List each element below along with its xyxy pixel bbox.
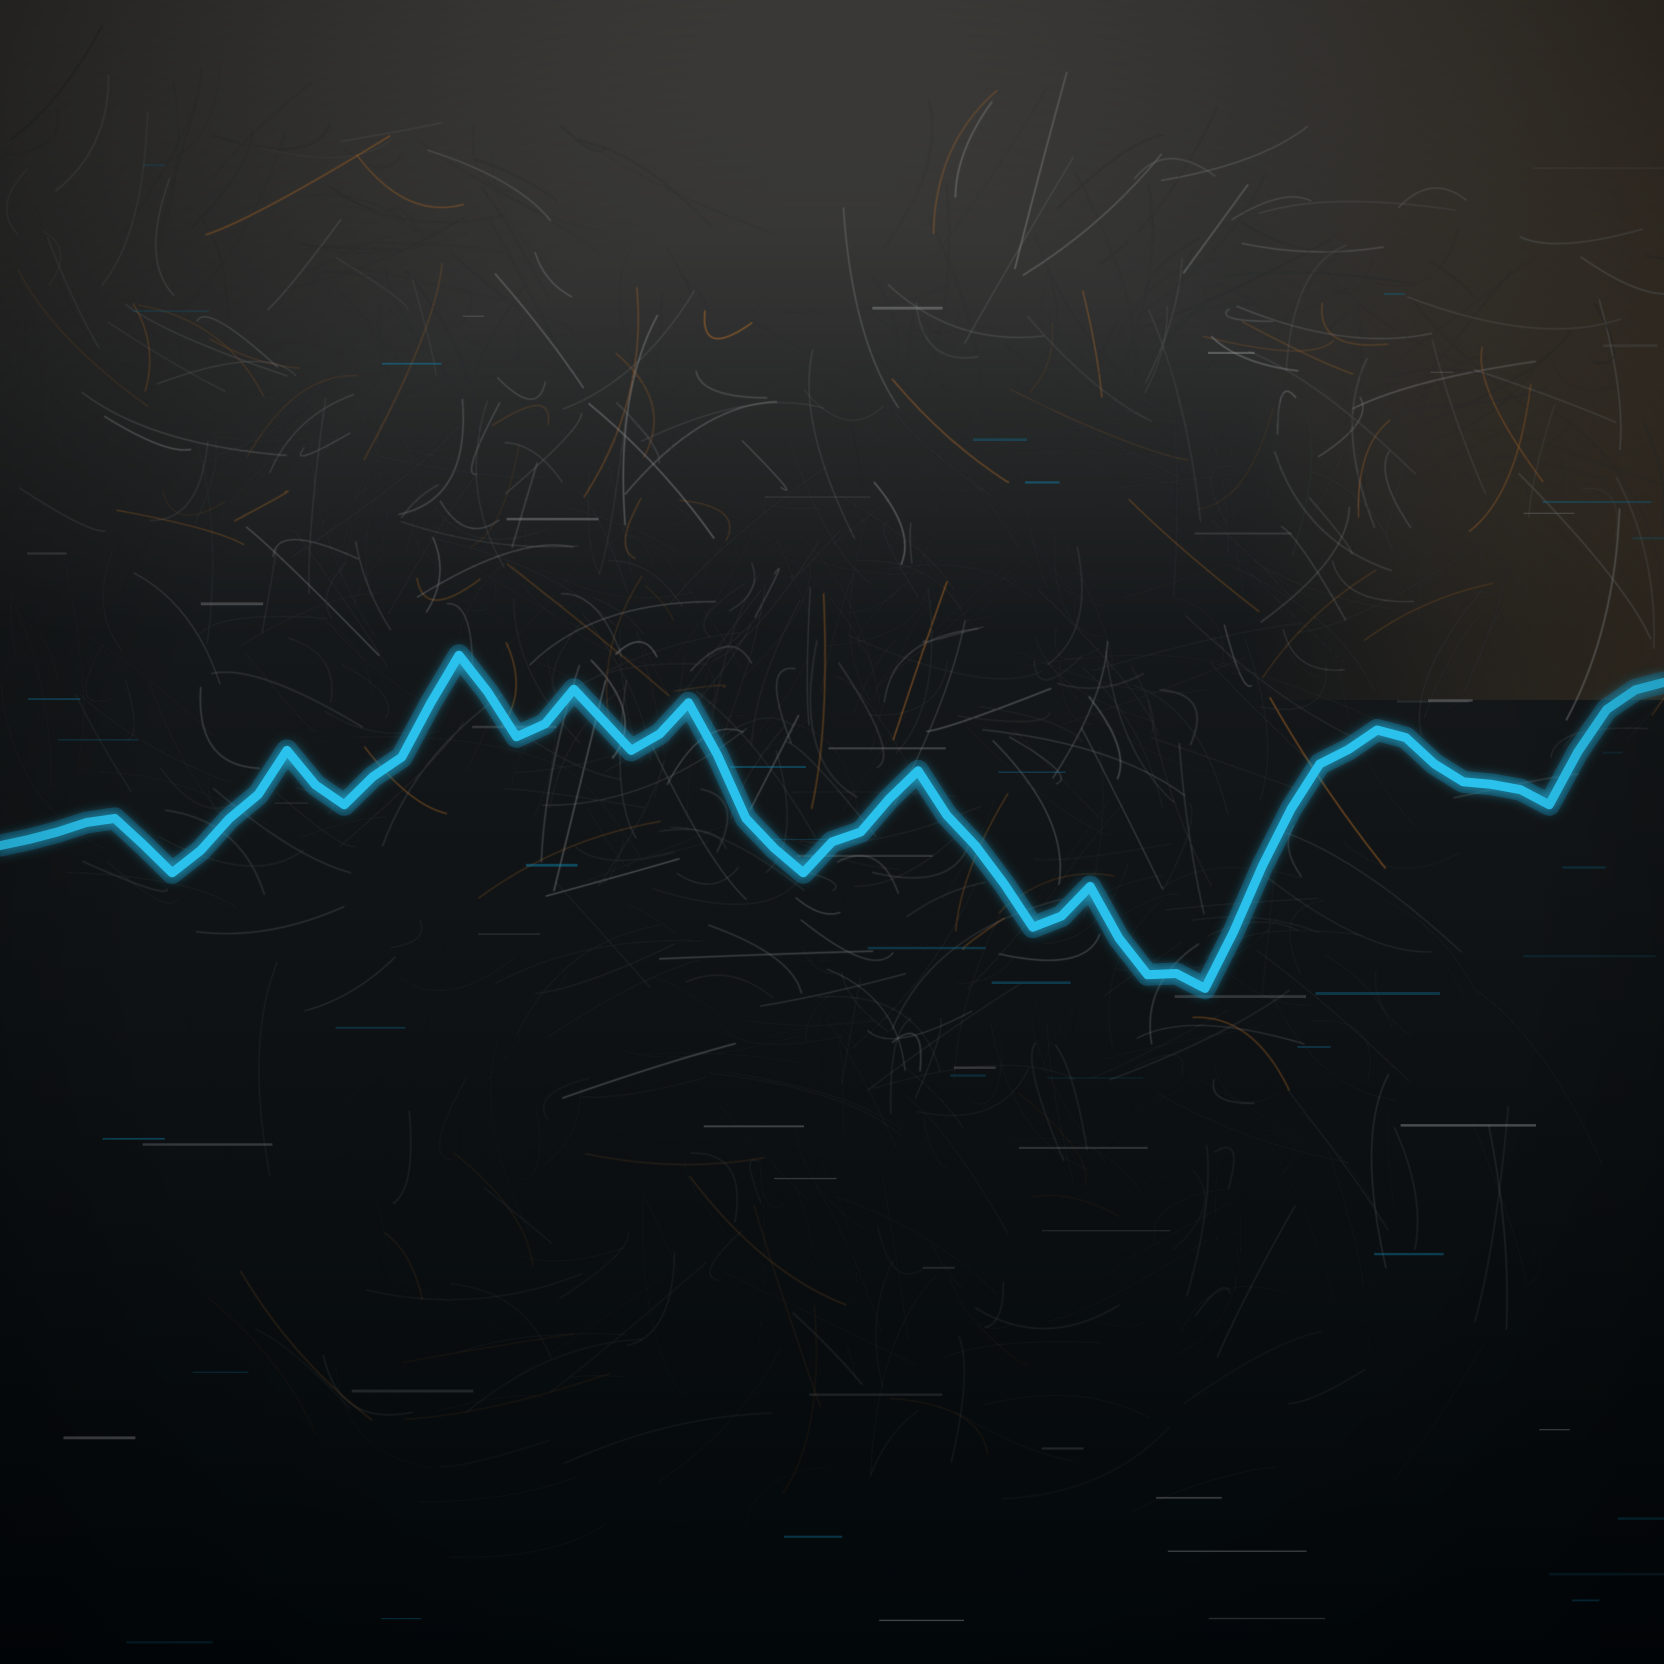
vignette <box>0 0 1664 1664</box>
scene-canvas <box>0 0 1664 1664</box>
photo-scene <box>0 0 1664 1664</box>
